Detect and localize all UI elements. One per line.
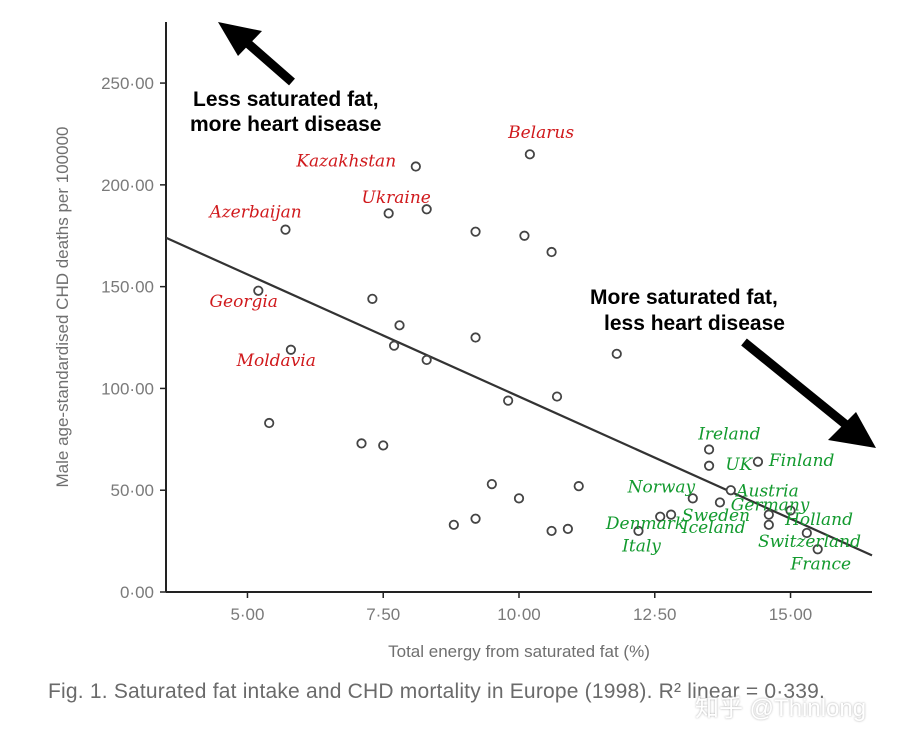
data-point xyxy=(264,417,275,429)
data-points xyxy=(253,149,823,555)
data-point xyxy=(356,438,367,449)
data-point xyxy=(410,161,421,172)
y-tick-label: 250·00 xyxy=(101,74,154,93)
country-label: Ukraine xyxy=(362,188,431,208)
x-tick-label: 12·50 xyxy=(633,605,676,624)
y-axis-label: Male age-standardised CHD deaths per 100… xyxy=(53,126,72,487)
data-point xyxy=(367,293,378,304)
country-labels-low-chd: Ireland UK Finland Norway AustriaGermanySwed… xyxy=(605,424,861,574)
callout-more-fat-line2: less heart disease xyxy=(604,312,785,335)
regression-line xyxy=(165,236,873,557)
data-point xyxy=(470,226,481,237)
country-label: UK xyxy=(725,455,753,475)
country-label: Belarus xyxy=(507,123,574,143)
data-point xyxy=(633,525,644,537)
callout-less-fat: Less saturated fat, more heart disease xyxy=(190,22,381,136)
caption-prefix: Fig. 1. xyxy=(48,680,108,703)
callout-less-fat-line1: Less saturated fat, xyxy=(193,88,379,111)
country-label: Moldavia xyxy=(236,351,316,371)
data-point xyxy=(383,208,394,219)
country-label: Azerbaijan xyxy=(207,202,301,222)
country-label: France xyxy=(790,555,852,575)
country-label: Finland xyxy=(768,451,835,471)
caption-text: Saturated fat intake and CHD mortality i… xyxy=(113,680,826,703)
data-point xyxy=(253,285,264,296)
country-labels-high-chd: Belarus Kazakhstan Ukraine Azerbaijan Georgi… xyxy=(207,123,574,371)
data-point xyxy=(573,481,584,492)
data-point xyxy=(562,523,573,534)
watermark: 知乎 @Thinlong xyxy=(695,695,867,722)
data-point xyxy=(785,505,796,516)
country-label: Switzerland xyxy=(758,532,861,552)
data-point xyxy=(421,204,432,215)
data-point xyxy=(703,444,715,455)
data-point xyxy=(551,391,563,402)
data-point xyxy=(611,348,622,359)
data-point xyxy=(280,224,291,235)
y-tick-label: 200·00 xyxy=(101,176,154,195)
country-label: Denmark xyxy=(605,514,685,534)
y-tick-label: 0·00 xyxy=(120,583,154,602)
data-point xyxy=(470,332,481,343)
y-ticks: 0·00 50·00 100·00 150·00 200·00 250·00 xyxy=(101,74,166,602)
x-tick-label: 15·00 xyxy=(769,605,812,624)
data-point xyxy=(752,456,764,467)
country-label: Georgia xyxy=(209,292,277,312)
data-point xyxy=(519,230,530,241)
data-point xyxy=(486,479,497,490)
x-ticks: 5·00 7·50 10·00 12·50 15·00 xyxy=(230,592,812,624)
data-point xyxy=(801,527,812,539)
data-point xyxy=(546,246,557,258)
data-point xyxy=(470,513,481,524)
x-tick-label: 7·50 xyxy=(366,605,400,624)
country-label: Norway xyxy=(627,477,696,497)
data-point xyxy=(703,460,715,471)
data-point xyxy=(448,519,459,530)
data-point xyxy=(388,340,400,351)
country-label: Kazakhstan xyxy=(295,152,396,172)
country-label: Ireland xyxy=(697,424,760,444)
data-point xyxy=(665,509,677,520)
callout-more-fat: More saturated fat, less heart disease xyxy=(590,286,876,448)
country-label: Holland xyxy=(784,510,853,530)
figure-caption: Fig. 1. Saturated fat intake and CHD mor… xyxy=(48,676,898,707)
data-point xyxy=(812,544,823,555)
country-label: Iceland xyxy=(681,518,746,538)
data-point xyxy=(285,344,297,355)
country-label: Sweden xyxy=(682,506,750,526)
data-point xyxy=(687,493,698,504)
data-point xyxy=(378,440,389,451)
arrow-down-right-icon xyxy=(741,338,876,448)
country-label: Germany xyxy=(731,496,810,516)
data-point xyxy=(524,149,535,160)
data-point xyxy=(714,497,726,508)
data-point xyxy=(763,509,774,520)
data-point xyxy=(763,519,774,530)
data-point xyxy=(546,525,557,537)
data-point xyxy=(503,395,514,406)
data-point xyxy=(421,354,432,366)
callout-more-fat-line1: More saturated fat, xyxy=(590,286,778,309)
country-label: Italy xyxy=(621,536,661,556)
y-tick-label: 150·00 xyxy=(101,278,154,297)
data-point xyxy=(655,511,666,522)
x-tick-label: 5·00 xyxy=(230,605,264,624)
x-tick-label: 10·00 xyxy=(497,605,540,624)
callout-less-fat-line2: more heart disease xyxy=(190,113,381,136)
x-axis-label: Total energy from saturated fat (%) xyxy=(388,642,650,661)
y-tick-label: 100·00 xyxy=(101,379,154,398)
data-point xyxy=(725,485,736,496)
y-tick-label: 50·00 xyxy=(111,481,154,500)
data-point xyxy=(513,493,525,504)
arrow-up-left-icon xyxy=(218,22,295,86)
data-point xyxy=(394,320,405,331)
country-label: Austria xyxy=(734,481,798,501)
